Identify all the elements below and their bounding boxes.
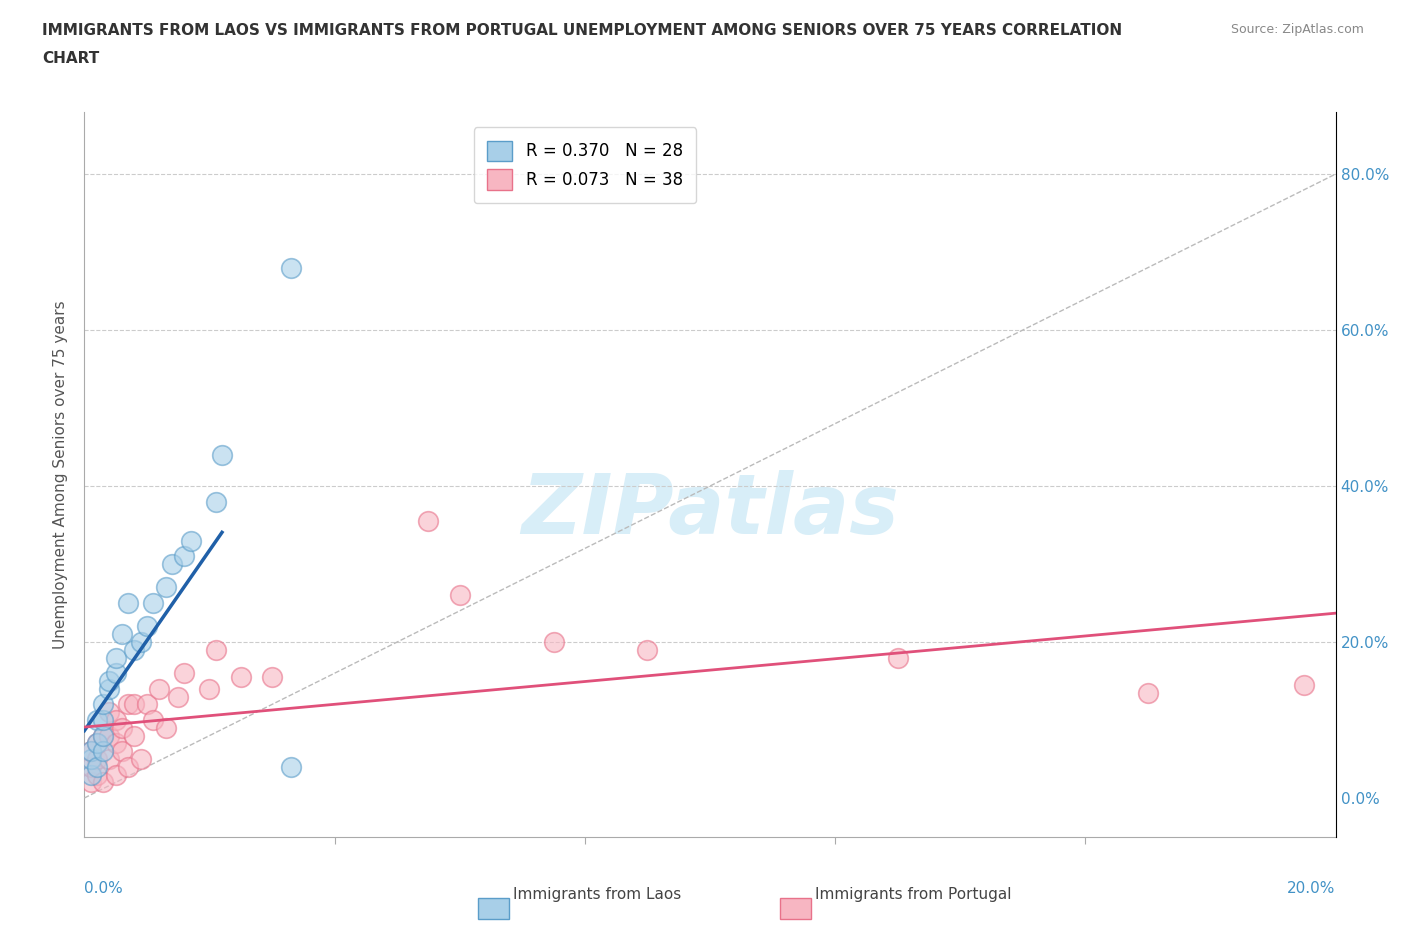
Point <box>79 744 101 759</box>
Point <box>129 634 152 649</box>
Point <box>117 595 139 610</box>
Point <box>204 643 226 658</box>
Point <box>104 712 127 727</box>
Point <box>86 712 108 727</box>
Text: Immigrants from Laos: Immigrants from Laos <box>513 887 682 902</box>
Text: ZIPatlas: ZIPatlas <box>522 470 898 551</box>
Point <box>79 751 101 766</box>
Point <box>1294 677 1316 692</box>
Point <box>142 595 165 610</box>
Point <box>887 650 910 665</box>
Point <box>280 260 302 275</box>
Point <box>111 627 134 642</box>
Point <box>98 673 121 688</box>
Point <box>104 666 127 681</box>
Text: Source: ZipAtlas.com: Source: ZipAtlas.com <box>1230 23 1364 36</box>
Point <box>262 670 284 684</box>
Point <box>418 513 440 528</box>
Point <box>98 682 121 697</box>
Point <box>204 494 226 509</box>
Point <box>86 736 108 751</box>
Point <box>111 744 134 759</box>
Point <box>86 751 108 766</box>
Point <box>173 666 195 681</box>
Point <box>86 767 108 782</box>
Point <box>79 775 101 790</box>
Point <box>79 767 101 782</box>
Point <box>104 650 127 665</box>
Point <box>91 712 114 727</box>
Point <box>91 744 114 759</box>
Point <box>124 697 146 711</box>
Point <box>98 705 121 720</box>
Point <box>136 697 159 711</box>
Point <box>1137 685 1160 700</box>
Point <box>148 682 170 697</box>
Point <box>142 712 165 727</box>
Point <box>280 760 302 775</box>
Point <box>449 588 471 603</box>
Text: Immigrants from Portugal: Immigrants from Portugal <box>815 887 1012 902</box>
Point <box>91 728 114 743</box>
Point <box>167 689 190 704</box>
Point <box>229 670 252 684</box>
Point <box>124 728 146 743</box>
Point <box>155 580 177 595</box>
Point <box>543 634 565 649</box>
Point <box>86 760 108 775</box>
Text: CHART: CHART <box>42 51 100 66</box>
Point <box>91 728 114 743</box>
Point <box>86 736 108 751</box>
Point <box>124 643 146 658</box>
Point <box>91 775 114 790</box>
Point <box>79 744 101 759</box>
Point <box>79 760 101 775</box>
Text: IMMIGRANTS FROM LAOS VS IMMIGRANTS FROM PORTUGAL UNEMPLOYMENT AMONG SENIORS OVER: IMMIGRANTS FROM LAOS VS IMMIGRANTS FROM … <box>42 23 1122 38</box>
Y-axis label: Unemployment Among Seniors over 75 years: Unemployment Among Seniors over 75 years <box>53 300 69 648</box>
Point <box>98 751 121 766</box>
Point <box>129 751 152 766</box>
Point <box>91 697 114 711</box>
Point <box>180 533 202 548</box>
Text: 20.0%: 20.0% <box>1288 881 1336 896</box>
Point <box>198 682 221 697</box>
Point <box>98 728 121 743</box>
Point <box>155 721 177 736</box>
Point <box>136 619 159 634</box>
Point <box>173 549 195 564</box>
Legend: R = 0.370   N = 28, R = 0.073   N = 38: R = 0.370 N = 28, R = 0.073 N = 38 <box>474 127 696 203</box>
Point <box>104 767 127 782</box>
Text: 0.0%: 0.0% <box>84 881 124 896</box>
Point <box>637 643 659 658</box>
Point <box>211 447 233 462</box>
Point <box>160 556 183 571</box>
Point <box>117 760 139 775</box>
Point <box>117 697 139 711</box>
Point <box>104 736 127 751</box>
Point <box>111 721 134 736</box>
